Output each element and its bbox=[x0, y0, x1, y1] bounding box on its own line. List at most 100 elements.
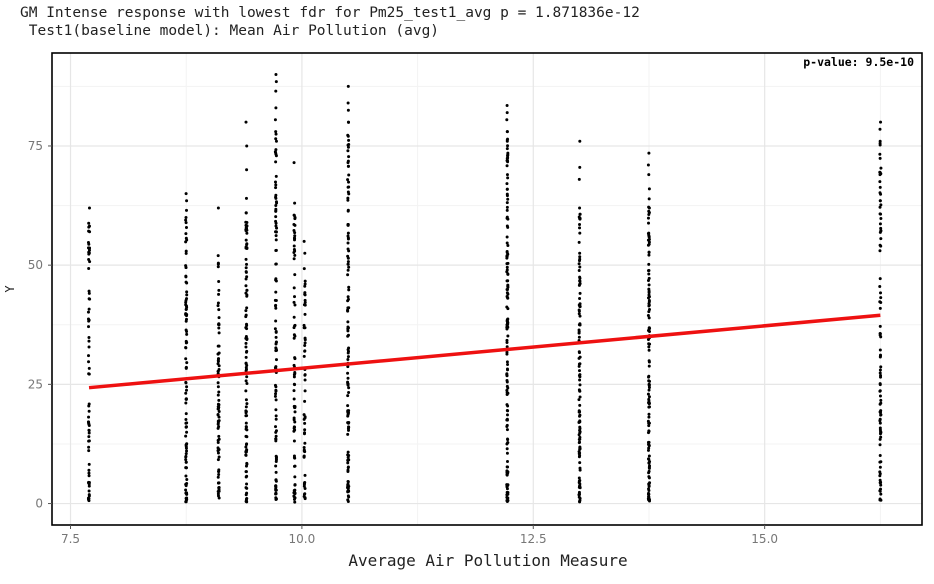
data-point bbox=[647, 421, 651, 425]
data-point bbox=[274, 389, 278, 393]
data-point bbox=[878, 222, 882, 226]
data-point bbox=[647, 303, 651, 307]
data-point bbox=[87, 439, 91, 443]
data-point bbox=[303, 298, 307, 302]
data-point bbox=[274, 262, 278, 266]
data-point bbox=[578, 479, 582, 483]
data-point bbox=[303, 373, 307, 377]
data-point bbox=[346, 101, 350, 105]
data-point bbox=[274, 148, 278, 152]
data-point bbox=[87, 409, 91, 413]
data-point bbox=[216, 206, 220, 210]
data-point bbox=[274, 408, 278, 412]
data-point bbox=[505, 251, 509, 254]
data-point bbox=[578, 413, 582, 417]
data-point bbox=[346, 161, 350, 165]
data-point bbox=[647, 495, 651, 499]
data-point bbox=[303, 282, 307, 286]
data-point bbox=[346, 262, 350, 266]
data-point bbox=[879, 487, 883, 491]
data-point bbox=[346, 299, 350, 303]
data-point bbox=[647, 395, 651, 399]
data-point bbox=[647, 457, 651, 461]
data-point bbox=[346, 421, 350, 425]
data-point bbox=[302, 354, 306, 358]
data-point bbox=[216, 407, 220, 411]
data-point bbox=[647, 469, 651, 473]
data-point bbox=[346, 198, 350, 202]
data-point bbox=[274, 329, 278, 333]
data-point bbox=[506, 317, 510, 321]
data-point bbox=[274, 174, 278, 178]
data-point bbox=[216, 405, 220, 409]
data-point bbox=[346, 133, 350, 137]
data-point bbox=[878, 394, 882, 398]
data-point bbox=[302, 413, 306, 417]
data-point bbox=[184, 208, 188, 212]
data-point bbox=[244, 284, 248, 288]
data-point bbox=[346, 196, 350, 200]
data-point bbox=[274, 485, 278, 489]
data-point bbox=[292, 333, 296, 337]
data-point bbox=[274, 470, 278, 474]
data-point bbox=[184, 434, 188, 438]
data-point bbox=[87, 325, 91, 329]
data-point bbox=[216, 265, 220, 269]
data-point bbox=[216, 446, 220, 450]
data-point bbox=[293, 201, 297, 205]
data-point bbox=[293, 488, 297, 492]
data-point bbox=[647, 412, 651, 416]
data-point bbox=[245, 246, 249, 250]
fit-layer bbox=[88, 313, 881, 390]
data-point bbox=[577, 331, 581, 335]
data-point bbox=[292, 161, 296, 165]
data-point bbox=[506, 404, 510, 408]
data-point bbox=[578, 314, 582, 318]
data-point bbox=[506, 334, 510, 338]
data-point bbox=[578, 265, 582, 269]
data-point bbox=[346, 412, 350, 416]
data-point bbox=[184, 236, 188, 240]
data-point bbox=[346, 325, 350, 329]
data-point bbox=[879, 374, 883, 377]
data-point bbox=[879, 237, 883, 241]
data-point bbox=[878, 300, 882, 304]
x-tick-label: 10.0 bbox=[289, 532, 316, 546]
data-point bbox=[878, 348, 882, 352]
data-point bbox=[346, 295, 350, 299]
data-point bbox=[303, 428, 307, 432]
data-point bbox=[274, 425, 278, 429]
data-point bbox=[184, 317, 188, 321]
data-point bbox=[578, 206, 582, 210]
data-point bbox=[292, 426, 296, 430]
data-point bbox=[878, 389, 882, 393]
data-point bbox=[184, 251, 188, 255]
data-point bbox=[347, 249, 351, 253]
data-point bbox=[245, 486, 249, 490]
data-point bbox=[878, 437, 882, 441]
data-point bbox=[577, 328, 581, 332]
chart-subtitle: Test1(baseline model): Mean Air Pollutio… bbox=[20, 23, 440, 39]
data-point bbox=[505, 118, 509, 122]
panel-border bbox=[51, 52, 923, 526]
data-point bbox=[878, 199, 882, 203]
data-point bbox=[505, 130, 509, 134]
data-point bbox=[303, 473, 307, 477]
data-point bbox=[577, 269, 581, 273]
regression-line bbox=[88, 313, 881, 390]
data-point bbox=[87, 247, 91, 251]
data-point bbox=[87, 252, 91, 256]
data-point bbox=[184, 221, 188, 225]
data-point bbox=[244, 229, 248, 233]
data-point bbox=[87, 345, 91, 349]
data-point bbox=[346, 120, 350, 124]
data-point bbox=[274, 72, 278, 76]
data-point bbox=[647, 385, 651, 389]
data-point bbox=[245, 168, 249, 172]
data-point bbox=[87, 431, 91, 435]
data-point bbox=[578, 281, 582, 285]
data-point bbox=[184, 225, 188, 229]
data-point bbox=[577, 410, 581, 414]
data-point bbox=[646, 163, 650, 167]
data-point bbox=[879, 226, 883, 230]
